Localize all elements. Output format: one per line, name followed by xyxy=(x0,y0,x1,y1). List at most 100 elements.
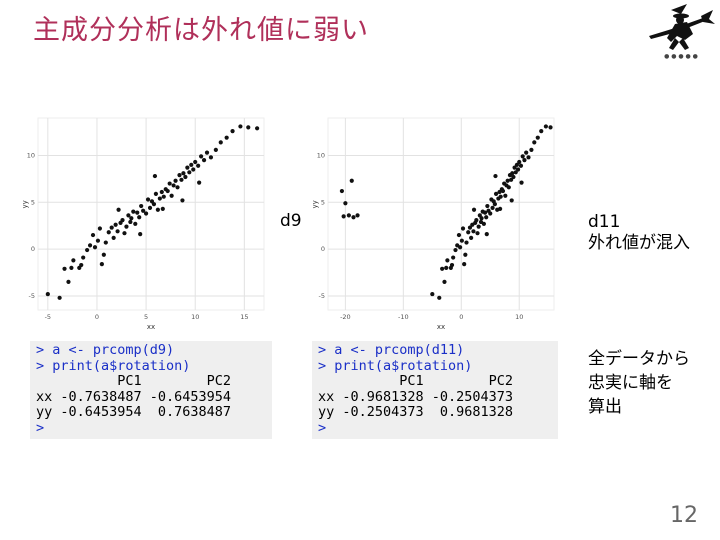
data-point xyxy=(181,171,186,176)
data-point xyxy=(199,154,204,159)
data-point xyxy=(471,207,477,212)
data-point xyxy=(153,191,159,196)
data-point xyxy=(183,174,188,180)
data-point xyxy=(539,129,544,134)
data-point xyxy=(459,238,464,243)
console-line: xx -0.7638487 -0.6453954 xyxy=(36,388,232,405)
data-point xyxy=(177,173,182,178)
console-line: yy -0.6453954 0.7638487 xyxy=(36,404,232,421)
data-point xyxy=(469,235,474,240)
console-line: > print(a$rotation) xyxy=(318,357,473,374)
data-point xyxy=(69,265,74,270)
data-point xyxy=(45,291,50,297)
data-point xyxy=(126,213,131,218)
data-point xyxy=(160,206,165,211)
data-point xyxy=(520,154,525,159)
data-point xyxy=(193,159,198,165)
data-point xyxy=(196,163,201,168)
data-point xyxy=(90,232,96,238)
x-tick-label: -20 xyxy=(340,313,351,321)
data-point xyxy=(87,243,93,248)
data-point xyxy=(445,258,450,263)
note-line-2: 忠実に軸を xyxy=(588,373,673,393)
data-point xyxy=(179,177,184,182)
console-line: PC1 PC2 xyxy=(36,373,232,390)
plot-panel xyxy=(327,117,555,311)
data-point xyxy=(113,222,118,227)
data-point xyxy=(458,245,463,250)
data-point xyxy=(133,221,138,226)
data-point xyxy=(484,232,489,237)
data-point xyxy=(351,215,356,220)
y-tick-label: 5 xyxy=(321,198,325,206)
data-point xyxy=(204,150,210,155)
data-point xyxy=(101,252,106,257)
data-point xyxy=(341,214,346,219)
data-point xyxy=(493,173,498,179)
d9-label: d9 xyxy=(280,211,302,231)
data-point xyxy=(498,206,503,211)
data-point xyxy=(529,147,534,152)
data-point xyxy=(510,171,515,176)
x-tick-label: -10 xyxy=(398,313,409,321)
data-point xyxy=(543,124,548,129)
console-line: > a <- prcomp(d11) xyxy=(318,342,465,358)
data-point xyxy=(442,279,447,285)
data-point xyxy=(437,295,442,300)
data-point xyxy=(230,129,235,134)
data-point xyxy=(474,217,479,223)
data-point xyxy=(511,174,516,180)
data-point xyxy=(343,201,348,206)
console-line: > print(a$rotation) xyxy=(36,357,191,374)
data-point xyxy=(189,162,194,167)
data-point xyxy=(464,240,469,245)
data-point xyxy=(173,178,178,183)
data-point xyxy=(497,189,502,195)
data-point xyxy=(138,232,143,237)
r-console-d9: > a <- prcomp(d9) > print(a$rotation) PC… xyxy=(30,341,272,439)
data-point xyxy=(79,262,84,268)
data-point xyxy=(484,215,489,220)
data-point xyxy=(535,135,540,140)
data-point xyxy=(517,159,522,165)
data-point xyxy=(141,208,146,213)
x-axis-label: xx xyxy=(437,323,445,331)
data-point xyxy=(467,225,473,230)
data-point xyxy=(103,240,108,245)
data-point xyxy=(440,266,445,271)
data-point xyxy=(505,178,510,183)
data-point xyxy=(519,180,524,185)
data-point xyxy=(444,265,449,270)
data-point xyxy=(106,230,111,235)
data-point xyxy=(151,202,157,207)
note-line-1: 全データから xyxy=(588,349,690,369)
y-tick-label: -5 xyxy=(29,292,35,300)
data-point xyxy=(498,194,503,199)
data-point xyxy=(171,183,176,188)
data-point xyxy=(152,173,158,179)
data-point xyxy=(185,165,190,170)
data-point xyxy=(515,167,521,172)
data-point xyxy=(111,235,116,240)
data-point xyxy=(197,180,202,185)
y-axis-label: yy xyxy=(22,200,29,208)
data-point xyxy=(92,245,98,250)
data-point xyxy=(430,291,435,297)
data-point xyxy=(99,262,104,267)
console-line: PC1 PC2 xyxy=(318,373,514,390)
data-point xyxy=(81,255,86,260)
console-line: > xyxy=(318,419,327,436)
data-point xyxy=(490,205,495,211)
x-tick-label: -5 xyxy=(45,313,51,321)
page-number: 12 xyxy=(670,503,698,528)
y-tick-label: 5 xyxy=(31,198,35,206)
data-point xyxy=(513,170,518,175)
data-point xyxy=(109,225,114,230)
data-point xyxy=(255,126,260,131)
y-tick-label: -5 xyxy=(319,292,325,300)
data-point xyxy=(479,216,484,221)
data-point xyxy=(95,238,101,243)
data-point xyxy=(462,262,467,267)
data-point xyxy=(97,226,103,231)
data-point xyxy=(485,203,490,209)
